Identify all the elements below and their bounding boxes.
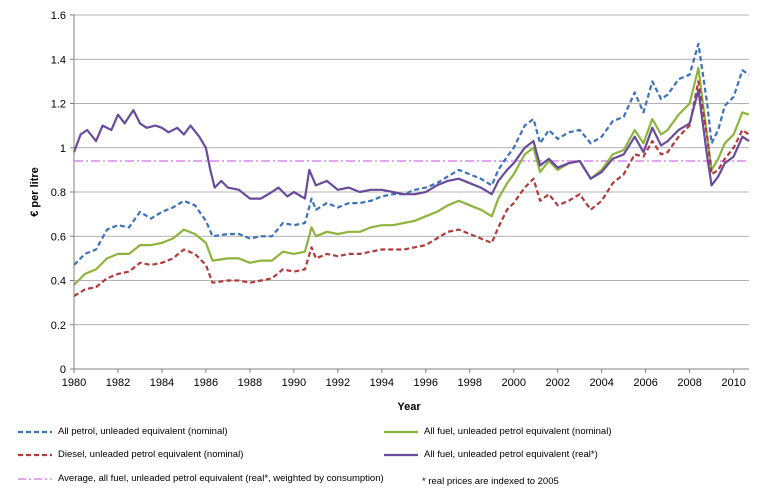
x-tick-label: 1992: [326, 377, 350, 389]
y-tick-label: 0.6: [51, 231, 66, 243]
series-line-0: [73, 42, 750, 266]
x-tick-label: 1980: [62, 377, 86, 389]
x-tick-label: 1982: [106, 377, 130, 389]
x-tick-label: 1986: [194, 377, 218, 389]
x-tick-label: 1990: [282, 377, 306, 389]
x-tick-label: 2010: [721, 377, 745, 389]
y-tick-label: 0.4: [51, 276, 66, 288]
axes: 0 0.2 0.4 0.6 0.8 1 1.2 1.4 1.6 1980 1982 1984 1986 1…: [51, 10, 749, 389]
x-tick-label: 1994: [370, 377, 394, 389]
x-tick-label: 2002: [545, 377, 569, 389]
y-tick-label: 0.8: [51, 187, 66, 199]
y-tick-label: 1.4: [51, 54, 66, 66]
y-tick-label: 0.2: [51, 320, 66, 332]
y-tick-label: 1: [60, 143, 66, 155]
gridlines: [74, 14, 749, 326]
series-layer: [72, 42, 750, 297]
x-tick-label: 2008: [677, 377, 701, 389]
series-line-3: [72, 89, 750, 200]
y-tick-label: 1.2: [51, 99, 66, 111]
x-tick-label: 1996: [414, 377, 438, 389]
y-tick-label: 1.6: [51, 10, 66, 22]
x-tick-label: 2000: [501, 377, 525, 389]
x-tick-label: 1998: [458, 377, 482, 389]
y-axis-label: € per litre: [29, 167, 41, 217]
series-line-1: [73, 67, 750, 286]
x-tick-label: 1988: [238, 377, 262, 389]
y-tick-label: 0: [60, 364, 66, 376]
x-axis-label: Year: [397, 401, 421, 413]
x-tick-label: 1984: [150, 377, 174, 389]
x-tick-label: 2004: [589, 377, 613, 389]
x-tick-label: 2006: [633, 377, 657, 389]
series-line-2: [73, 80, 750, 297]
